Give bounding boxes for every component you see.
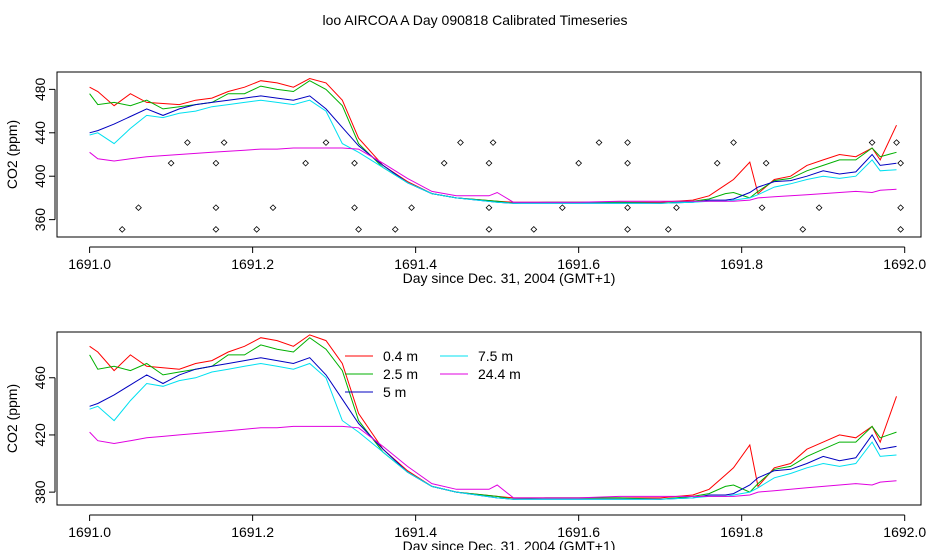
- series-line-1: [89, 80, 897, 204]
- x-tick-label: 1691.0: [68, 524, 111, 540]
- marker-point: [351, 159, 358, 167]
- marker-point: [730, 139, 737, 146]
- marker-point: [558, 204, 566, 212]
- x-tick-label: 1692.0: [883, 256, 926, 272]
- series-line-3: [89, 99, 897, 204]
- marker-point: [440, 159, 448, 167]
- marker-point: [713, 159, 721, 167]
- marker-point: [212, 204, 220, 212]
- y-axis: 380 420 460 CO2 (ppm): [4, 366, 56, 504]
- legend: 0.4 m 2.5 m 5 m 7.5 m 24.4 m: [345, 348, 521, 400]
- y-tick-label: 360: [32, 208, 48, 232]
- x-tick-label: 1691.4: [394, 256, 437, 272]
- marker-point: [391, 226, 399, 233]
- marker-point: [530, 226, 538, 233]
- marker-point: [135, 204, 142, 212]
- y-tick-label: 480: [32, 77, 48, 101]
- x-tick-label: 1691.6: [557, 524, 600, 540]
- marker-point: [355, 226, 362, 233]
- bottom-panel: 1691.0 1691.2 1691.4 1691.6 1691.8 1692.0 Day …: [4, 331, 926, 550]
- x-axis: 1691.0 1691.2 1691.4 1691.6 1691.8 1692.0 Day …: [68, 246, 926, 286]
- marker-point: [673, 204, 680, 212]
- x-tick-label: 1691.0: [68, 256, 111, 272]
- x-axis: 1691.0 1691.2 1691.4 1691.6 1691.8 1692.0 Day …: [68, 514, 926, 550]
- x-tick-label: 1691.8: [720, 524, 763, 540]
- marker-point: [868, 139, 876, 146]
- x-axis-label: Day since Dec. 31, 2004 (GMT+1): [403, 538, 616, 550]
- marker-point: [815, 204, 823, 212]
- marker-point: [893, 139, 900, 146]
- marker-point: [322, 139, 330, 146]
- marker-point: [485, 204, 493, 212]
- marker-point: [624, 139, 631, 146]
- plot-frame: [56, 331, 922, 506]
- y-tick-label: 380: [32, 480, 48, 504]
- marker-point: [897, 159, 904, 167]
- y-tick-label: 460: [32, 366, 48, 390]
- marker-point: [253, 226, 261, 233]
- marker-point: [624, 159, 631, 167]
- chart-title: loo AIRCOA A Day 090818 Calibrated Times…: [322, 12, 627, 28]
- y-tick-label: 440: [32, 121, 48, 145]
- series-line-0: [89, 77, 897, 203]
- marker-point: [118, 226, 126, 233]
- marker-point: [758, 204, 766, 212]
- legend-label: 24.4 m: [478, 366, 521, 382]
- marker-point: [897, 226, 904, 233]
- marker-point: [897, 204, 904, 212]
- y-tick-label: 420: [32, 423, 48, 447]
- marker-point: [212, 159, 220, 167]
- marker-point: [220, 139, 228, 146]
- marker-point: [485, 159, 493, 167]
- top-panel: 1691.0 1691.2 1691.4 1691.6 1691.8 1692.0 Day …: [4, 71, 926, 286]
- marker-point: [184, 139, 191, 146]
- marker-point: [212, 226, 220, 233]
- y-axis-label: CO2 (ppm): [4, 120, 20, 189]
- x-tick-label: 1691.2: [231, 256, 274, 272]
- legend-label: 2.5 m: [383, 366, 418, 382]
- marker-point: [489, 139, 497, 146]
- x-tick-label: 1691.2: [231, 524, 274, 540]
- x-axis-label: Day since Dec. 31, 2004 (GMT+1): [403, 270, 616, 286]
- marker-point: [269, 204, 277, 212]
- series-line-4: [89, 147, 897, 203]
- marker-point: [624, 226, 631, 233]
- marker-point: [624, 204, 631, 212]
- marker-point: [351, 204, 358, 212]
- legend-label: 0.4 m: [383, 348, 418, 364]
- marker-point: [664, 226, 672, 233]
- x-tick-label: 1691.4: [394, 524, 437, 540]
- marker-point: [575, 159, 583, 167]
- legend-label: 5 m: [383, 384, 406, 400]
- marker-point: [167, 159, 175, 167]
- marker-point: [762, 159, 770, 167]
- x-tick-label: 1692.0: [883, 524, 926, 540]
- marker-point: [799, 226, 807, 233]
- marker-point: [408, 204, 415, 212]
- series-line-4: [89, 425, 897, 499]
- legend-label: 7.5 m: [478, 348, 513, 364]
- y-axis: 360 400 440 480 CO2 (ppm): [4, 77, 56, 232]
- marker-point: [595, 139, 603, 146]
- x-tick-label: 1691.8: [720, 256, 763, 272]
- marker-point: [302, 159, 309, 167]
- y-tick-label: 400: [32, 164, 48, 188]
- series-line-3: [89, 362, 897, 500]
- plot-frame: [56, 71, 922, 238]
- marker-point: [485, 226, 493, 233]
- y-axis-label: CO2 (ppm): [4, 384, 20, 453]
- x-tick-label: 1691.6: [557, 256, 600, 272]
- marker-point: [457, 139, 464, 146]
